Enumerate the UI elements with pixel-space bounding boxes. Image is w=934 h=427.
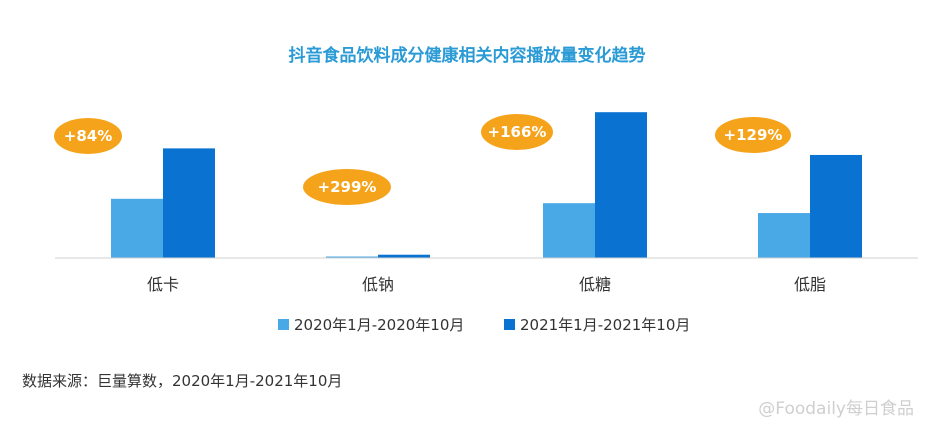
bars-group [111, 112, 862, 258]
bar-2020-0 [111, 198, 163, 258]
category-label-2: 低糖 [579, 275, 611, 294]
growth-badge-label-2: +166% [488, 123, 547, 141]
category-label-0: 低卡 [147, 275, 179, 294]
growth-badge-bg-0 [54, 118, 122, 154]
growth-badge-2: +166% [481, 114, 553, 150]
growth-badge-label-0: +84% [64, 127, 112, 145]
chart-title: 抖音食品饮料成分健康相关内容播放量变化趋势 [289, 45, 646, 66]
category-labels: 低卡 低钠 低糖 低脂 [147, 275, 826, 294]
growth-badge-bg-3 [715, 117, 791, 153]
growth-badge-label-1: +299% [318, 178, 377, 196]
category-label-3: 低脂 [794, 275, 826, 294]
legend: 2020年1月-2020年10月 2021年1月-2021年10月 [278, 316, 690, 334]
legend-label-2020: 2020年1月-2020年10月 [294, 316, 464, 334]
legend-label-2021: 2021年1月-2021年10月 [520, 316, 690, 334]
bar-2021-2 [595, 112, 647, 258]
growth-badge-bg-1 [303, 169, 391, 205]
watermark: @Foodaily每日食品 [758, 399, 914, 419]
bar-2021-3 [810, 154, 862, 258]
legend-swatch-2020 [278, 319, 289, 330]
legend-swatch-2021 [504, 319, 515, 330]
growth-badge-bg-2 [481, 114, 553, 150]
bar-2021-1 [378, 254, 430, 258]
bar-2021-0 [163, 148, 215, 258]
growth-badges: +84% +299% +166% +129% [54, 114, 791, 205]
growth-badge-label-3: +129% [724, 126, 783, 144]
bar-2020-1 [326, 256, 378, 258]
growth-badge-0: +84% [54, 118, 122, 154]
growth-badge-1: +299% [303, 169, 391, 205]
category-label-1: 低钠 [362, 275, 394, 294]
bar-2020-3 [758, 213, 810, 258]
bar-2020-2 [543, 203, 595, 258]
source-note: 数据来源：巨量算数，2020年1月-2021年10月 [22, 372, 342, 390]
growth-badge-3: +129% [715, 117, 791, 153]
